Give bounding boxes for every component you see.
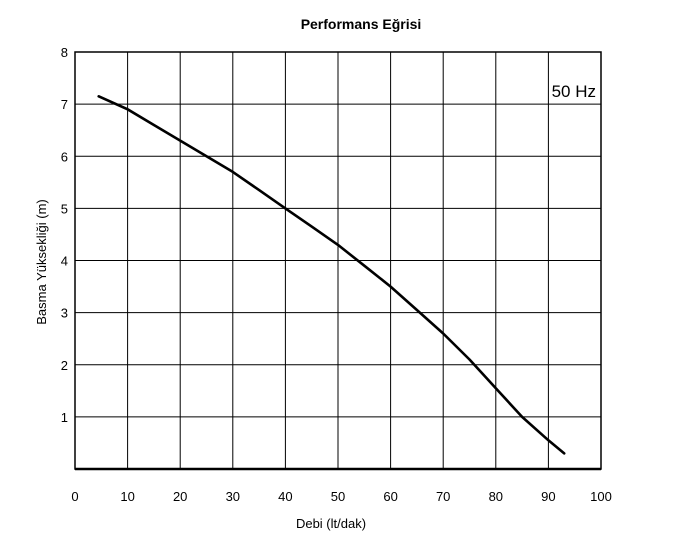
x-tick-label: 40 bbox=[278, 489, 292, 504]
y-tick-label: 6 bbox=[61, 149, 68, 164]
x-tick-label: 100 bbox=[590, 489, 612, 504]
y-tick-label: 2 bbox=[61, 358, 68, 373]
y-tick-label: 4 bbox=[61, 254, 68, 269]
x-tick-label: 80 bbox=[489, 489, 503, 504]
y-tick-label: 8 bbox=[61, 45, 68, 60]
x-tick-label: 10 bbox=[120, 489, 134, 504]
x-axis-label: Debi (lt/dak) bbox=[296, 516, 366, 531]
frequency-label: 50 Hz bbox=[552, 82, 596, 101]
y-tick-label: 1 bbox=[61, 410, 68, 425]
x-tick-label: 0 bbox=[71, 489, 78, 504]
x-tick-label: 90 bbox=[541, 489, 555, 504]
x-tick-label: 70 bbox=[436, 489, 450, 504]
y-tick-label: 3 bbox=[61, 306, 68, 321]
y-tick-label: 7 bbox=[61, 97, 68, 112]
x-tick-label: 20 bbox=[173, 489, 187, 504]
chart-title: Performans Eğrisi bbox=[301, 16, 422, 32]
tick-labels: 0 10 20 30 40 50 60 70 80 90 100 1 2 3 4 5 6 7 8 bbox=[61, 45, 612, 504]
y-axis-label: Basma Yüksekliği (m) bbox=[34, 199, 49, 324]
performance-curve bbox=[97, 95, 566, 455]
x-tick-label: 60 bbox=[383, 489, 397, 504]
x-tick-label: 50 bbox=[331, 489, 345, 504]
y-tick-label: 5 bbox=[61, 201, 68, 216]
x-tick-label: 30 bbox=[226, 489, 240, 504]
grid bbox=[75, 52, 601, 469]
